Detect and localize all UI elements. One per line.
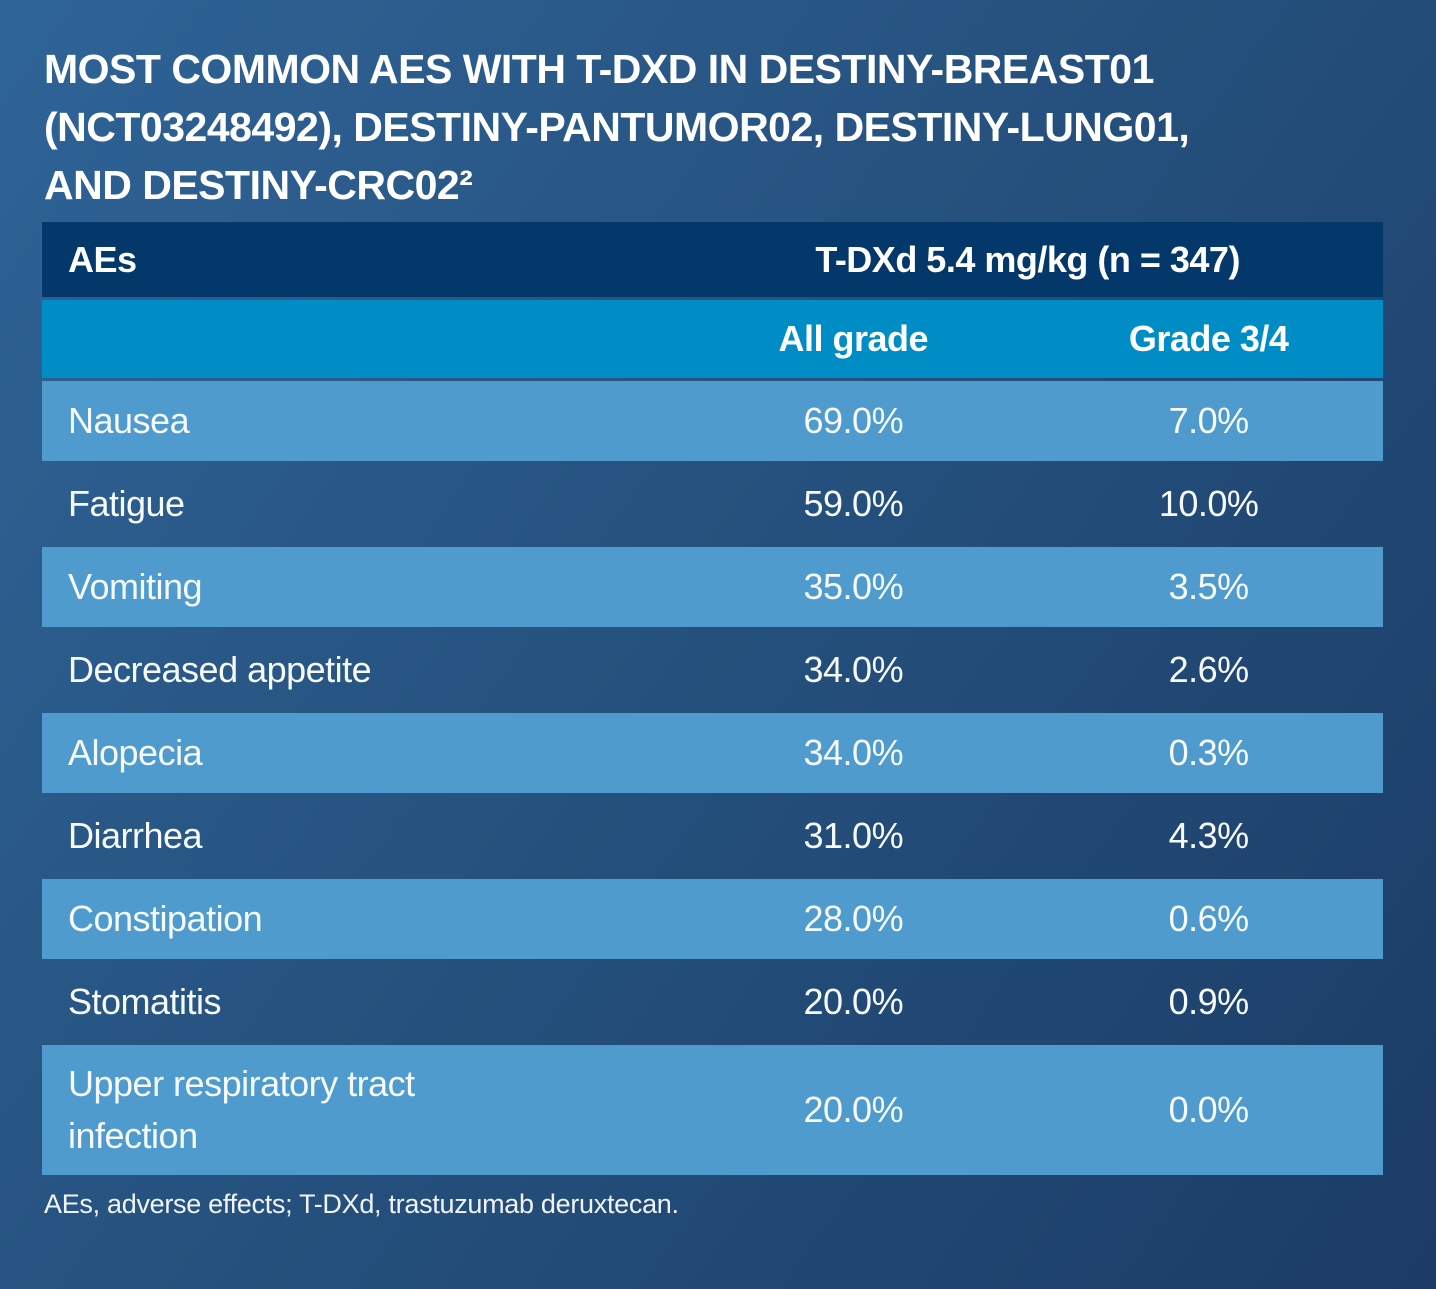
ae-name: Decreased appetite <box>68 649 372 690</box>
all-grade-value: 69.0% <box>803 400 904 441</box>
grade-3-4-value: 2.6% <box>1168 649 1250 690</box>
adverse-effects-table: AEs T-DXd 5.4 mg/kg (n = 347) All grade … <box>42 222 1383 1175</box>
all-grade-value: 59.0% <box>803 483 904 524</box>
grade-3-4-value: 0.0% <box>1168 1089 1250 1130</box>
grade-3-4-value: 0.9% <box>1168 981 1250 1022</box>
table-row-upper-respiratory-tract-infection: Upper respiratory tract infection 20.0% … <box>42 1045 1383 1175</box>
page-title: MOST COMMON AES WITH T-DXD IN DESTINY-BR… <box>44 40 1392 214</box>
table-row-fatigue: Fatigue 59.0% 10.0% <box>42 464 1383 544</box>
column-header-all-grade: All grade <box>778 318 929 359</box>
title-line-1: MOST COMMON AES WITH T-DXD IN DESTINY-BR… <box>44 46 1154 92</box>
ae-name: Upper respiratory tract infection <box>68 1063 415 1156</box>
abbreviations-footnote: AEs, adverse effects; T-DXd, trastuzumab… <box>44 1189 679 1219</box>
subheader-spacer <box>42 300 672 378</box>
ae-name: Alopecia <box>68 732 203 773</box>
table-row-decreased-appetite: Decreased appetite 34.0% 2.6% <box>42 630 1383 710</box>
table-row-constipation: Constipation 28.0% 0.6% <box>42 879 1383 959</box>
table-header-group-row: AEs T-DXd 5.4 mg/kg (n = 347) <box>42 222 1383 297</box>
title-line-2: (NCT03248492), DESTINY-PANTUMOR02, DESTI… <box>44 104 1190 150</box>
all-grade-value: 35.0% <box>803 566 904 607</box>
all-grade-value: 20.0% <box>803 981 904 1022</box>
all-grade-value: 20.0% <box>803 1089 904 1130</box>
all-grade-value: 28.0% <box>803 898 904 939</box>
ae-name: Vomiting <box>68 566 203 607</box>
table-subheader-row: All grade Grade 3/4 <box>42 300 1383 378</box>
all-grade-value: 34.0% <box>803 732 904 773</box>
all-grade-value: 34.0% <box>803 649 904 690</box>
ae-name: Diarrhea <box>68 815 203 856</box>
grade-3-4-value: 7.0% <box>1168 400 1250 441</box>
grade-3-4-value: 0.3% <box>1168 732 1250 773</box>
all-grade-value: 31.0% <box>803 815 904 856</box>
table-row-vomiting: Vomiting 35.0% 3.5% <box>42 547 1383 627</box>
grade-3-4-value: 10.0% <box>1158 483 1259 524</box>
title-line-3: AND DESTINY-CRC02² <box>44 162 473 208</box>
table-row-diarrhea: Diarrhea 31.0% 4.3% <box>42 796 1383 876</box>
column-header-aes: AEs <box>68 238 137 280</box>
grade-3-4-value: 0.6% <box>1168 898 1250 939</box>
grade-3-4-value: 4.3% <box>1168 815 1250 856</box>
ae-name: Nausea <box>68 400 190 441</box>
column-header-tdxd-dose: T-DXd 5.4 mg/kg (n = 347) <box>815 238 1240 280</box>
table-row-nausea: Nausea 69.0% 7.0% <box>42 381 1383 461</box>
grade-3-4-value: 3.5% <box>1168 566 1250 607</box>
table-row-alopecia: Alopecia 34.0% 0.3% <box>42 713 1383 793</box>
column-header-grade-3-4: Grade 3/4 <box>1128 318 1289 359</box>
ae-name: Stomatitis <box>68 981 222 1022</box>
table-row-stomatitis: Stomatitis 20.0% 0.9% <box>42 962 1383 1042</box>
ae-name: Fatigue <box>68 483 185 524</box>
ae-name: Constipation <box>68 898 263 939</box>
